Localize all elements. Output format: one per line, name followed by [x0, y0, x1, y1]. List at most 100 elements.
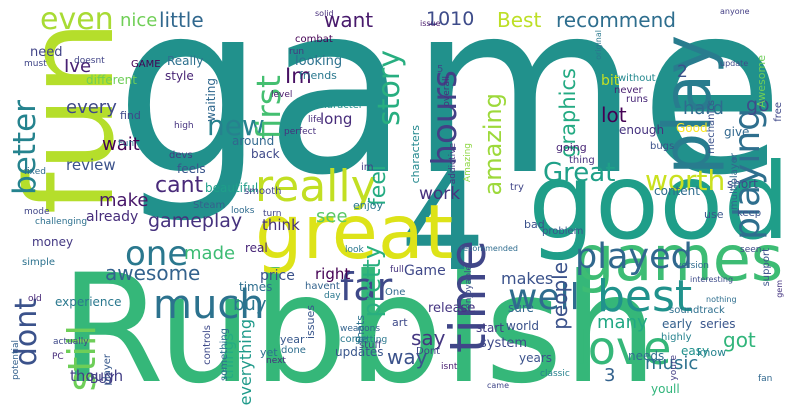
word-nothing: nothing — [706, 295, 737, 304]
word-back: back — [251, 147, 280, 161]
word-great: great — [255, 188, 454, 276]
word-little: little — [159, 8, 204, 32]
word-looking: looking — [295, 54, 343, 69]
word-see: see — [316, 206, 348, 227]
word-one: One — [385, 287, 406, 298]
word-beautiful: beautiful — [205, 181, 259, 195]
word-start: start — [476, 321, 504, 335]
word-nice: nice — [120, 10, 158, 31]
word-cant: cant — [155, 173, 204, 198]
word-buy: BUY — [90, 372, 115, 386]
word-updates: updates — [335, 345, 384, 359]
word-though: though — [70, 367, 124, 385]
word-one: one — [125, 234, 189, 274]
word-gameplay: gameplay — [148, 210, 243, 232]
word-already: already — [86, 209, 139, 225]
word-every: every — [66, 97, 117, 118]
word-fun: Fun — [118, 139, 135, 149]
word-makes: makes — [501, 269, 554, 288]
word-games: games — [575, 222, 784, 295]
word-without: without — [618, 73, 656, 84]
word-2: 2 — [677, 62, 688, 82]
word-runs: runs — [626, 94, 648, 105]
word-style: style — [165, 69, 194, 83]
word-everything: everything — [236, 318, 255, 405]
word-pc: PC — [52, 352, 64, 362]
word-come: come — [340, 334, 368, 345]
word-series: series — [700, 317, 736, 331]
word-characters: characters — [409, 125, 422, 184]
word-sure: sure — [508, 301, 534, 315]
word-look: look — [345, 245, 364, 255]
word-worth: worth — [645, 164, 726, 197]
word-long: long — [320, 110, 353, 128]
word-content: content — [654, 184, 700, 198]
word-want: want — [324, 8, 374, 32]
word-easy: easy — [681, 344, 710, 358]
word-youre: youre — [669, 355, 679, 381]
word-run: run — [289, 47, 305, 57]
word-dont: Dont — [416, 346, 441, 357]
word-find: find — [120, 109, 141, 122]
word-mode: mode — [24, 207, 50, 217]
word-issue: issue — [420, 19, 441, 28]
word-stuff: stuff — [359, 340, 382, 351]
word-mechanics: mechanics — [706, 100, 717, 154]
word-wait: wait — [102, 134, 140, 155]
word-game: Game — [404, 263, 446, 279]
word-friends: friends — [299, 69, 337, 82]
word-really: Really — [167, 54, 204, 68]
word-smooth: smooth — [244, 186, 282, 197]
word-times: times — [239, 280, 273, 294]
word-looks: looks — [231, 206, 255, 216]
word-best: Best — [497, 8, 542, 32]
word-old: old — [28, 294, 42, 304]
word-classic: classic — [540, 369, 570, 379]
word-combat: combat — [295, 34, 333, 45]
word-potential: potential — [11, 340, 21, 381]
word-lot: lot — [601, 103, 627, 127]
word-made: made — [184, 243, 236, 264]
word-right: right — [315, 265, 351, 283]
word-full: full — [390, 265, 404, 275]
word-player: player — [102, 354, 113, 386]
word-youll: youll — [651, 382, 680, 396]
word-amazing: Amazing — [463, 143, 473, 183]
word-havent: havent — [305, 281, 340, 292]
word-steam: Steam — [193, 200, 226, 211]
word-interesting: interesting — [690, 275, 734, 284]
word-keep: keep — [737, 208, 762, 219]
word-bugs: bugs — [650, 141, 675, 152]
word-addictive: addictive — [448, 143, 458, 185]
word-challenging: challenging — [35, 217, 88, 227]
word-must: must — [24, 59, 47, 69]
word-think: think — [262, 216, 300, 234]
word-experience: experience — [55, 295, 122, 309]
word-real: real — [245, 241, 268, 255]
word-even: even — [40, 2, 114, 37]
word-good: good — [528, 141, 790, 263]
word-update: update — [720, 59, 749, 68]
word-weapons: weapons — [340, 324, 381, 334]
word-perfect: perfect — [284, 127, 317, 137]
word-first: first — [249, 75, 288, 140]
word-5: 5 — [437, 64, 444, 75]
word-money: money — [32, 235, 74, 249]
word-well: well — [508, 277, 580, 318]
word-bad: bad — [524, 218, 545, 231]
word-rubbish: Rubbish — [60, 243, 658, 405]
word-multiplayer: multiplayer — [729, 153, 740, 210]
word-around: around — [232, 134, 275, 148]
word-better: better — [7, 100, 43, 195]
word-support: support — [761, 248, 772, 287]
word-gem: gem — [775, 280, 784, 298]
word-buy: buy — [233, 294, 267, 315]
word-going: going — [556, 141, 587, 154]
word-recommended: recommended — [460, 244, 518, 253]
word-release: release — [428, 301, 476, 316]
word-anyone: anyone — [720, 7, 750, 16]
word-great: Great — [543, 158, 616, 188]
word-make: make — [99, 190, 149, 211]
word-good: Good — [676, 121, 708, 135]
